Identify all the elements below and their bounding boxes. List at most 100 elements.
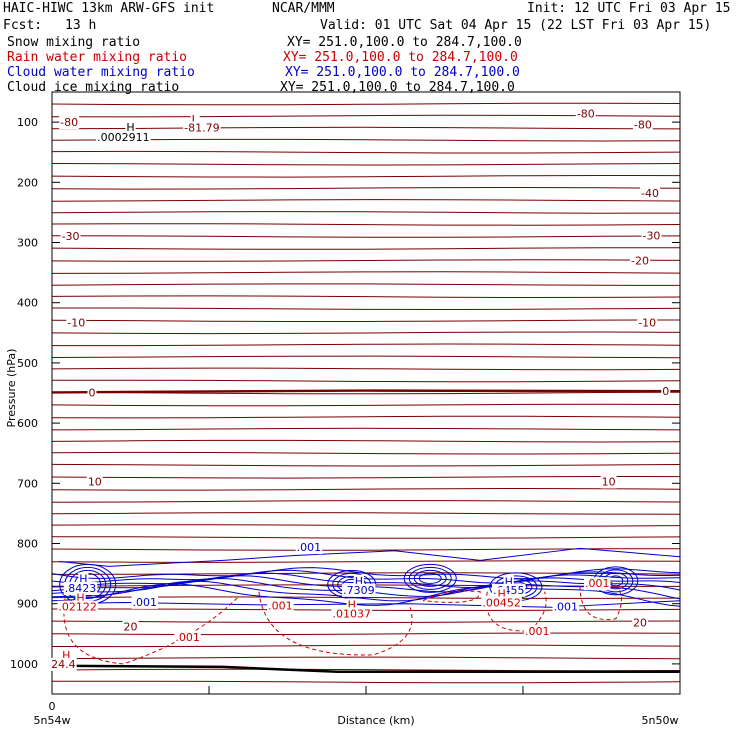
temperature-isotherm	[51, 403, 681, 407]
temperature-isotherm	[51, 524, 681, 527]
y-tick-label: 400	[17, 297, 38, 310]
label-background	[632, 616, 649, 630]
label-background	[174, 630, 201, 644]
temperature-isotherm	[51, 283, 681, 286]
temperature-isotherm	[51, 427, 681, 431]
field-xy-snow: XY= 251.0,100.0 to 284.7,100.0	[287, 35, 522, 50]
extremum-label: .001	[585, 577, 610, 590]
temperature-isotherm	[51, 126, 681, 130]
temperature-isotherm	[51, 680, 681, 684]
temperature-isotherm	[51, 620, 681, 623]
y-tick-label: 700	[17, 477, 38, 490]
temperature-isotherm	[51, 355, 681, 359]
field-xy-rain: XY= 251.0,100.0 to 284.7,100.0	[283, 50, 518, 65]
isotherm-label: -40	[641, 187, 659, 200]
extremum-label: 24.4	[51, 658, 76, 671]
field-name-cloud-ice: Cloud ice mixing ratio	[7, 80, 180, 95]
temperature-isotherm	[51, 199, 681, 202]
y-tick-label: 600	[17, 417, 38, 430]
y-tick-label: 1000	[10, 658, 38, 671]
extremum-label: H	[76, 592, 84, 605]
extremum-label: .00452	[482, 596, 521, 609]
temperature-isotherm	[51, 163, 681, 166]
extremum-label: .7309	[343, 584, 375, 597]
extremum-label: .001	[525, 625, 550, 638]
label-background	[524, 624, 551, 638]
extremum-label: H	[79, 572, 87, 585]
temperature-isotherm	[51, 463, 681, 467]
extremum-label: .0002911	[97, 131, 150, 144]
init-label: Init: 12 UTC Fri 03 Apr 15	[527, 1, 731, 16]
isotherm-label: 0	[662, 385, 669, 398]
extremum-label: .02122	[58, 601, 97, 614]
temperature-isotherm	[51, 536, 681, 539]
label-background	[267, 599, 294, 613]
temperature-isotherm	[51, 632, 681, 636]
x-endpoint-label-right: 5n50w	[642, 714, 679, 727]
label-background	[96, 131, 151, 145]
label-background	[583, 577, 611, 591]
extremum-label: .001	[554, 601, 579, 614]
extremum-label: H	[505, 575, 513, 588]
label-background	[661, 385, 671, 399]
cloud-water-cell	[403, 563, 457, 593]
y-axis-label: Pressure (hPa)	[5, 349, 18, 428]
temperature-isotherm	[51, 379, 681, 383]
temperature-isotherm	[51, 319, 681, 322]
label-layer: -80 -80 -80 -40 -30 -30 -20 -10 -10 0 0 10 10 20 20 L-8…	[50, 107, 671, 671]
extremum-label: .001	[133, 596, 158, 609]
temperature-isotherm	[51, 211, 681, 214]
label-background	[353, 574, 365, 588]
label-background	[61, 648, 72, 662]
isotherm-label: 0	[88, 386, 95, 399]
temperature-isotherm	[51, 138, 681, 142]
extremum-label: H	[355, 575, 363, 588]
label-background	[503, 575, 514, 589]
temperature-isotherm	[51, 174, 681, 178]
label-background	[78, 572, 89, 586]
label-background	[600, 475, 617, 489]
temperature-isotherm	[51, 439, 681, 443]
freezing-level-line	[51, 389, 681, 394]
temperature-isotherm	[51, 223, 681, 226]
label-background	[125, 120, 136, 134]
temperature-isotherm	[51, 271, 681, 274]
label-background	[331, 607, 372, 621]
rain-water-contour	[63, 591, 238, 665]
cloud-water-contour	[52, 572, 681, 589]
rain-water-contour	[579, 580, 622, 621]
label-background	[295, 541, 323, 555]
isotherm-label: -10	[67, 317, 85, 330]
temperature-isotherm	[51, 560, 681, 563]
y-tick-label: 500	[17, 357, 38, 370]
field-xy-cloud-ice: XY= 251.0,100.0 to 284.7,100.0	[280, 80, 515, 95]
temperature-isotherm	[51, 500, 681, 503]
label-background	[481, 596, 522, 610]
isotherm-label: -80	[634, 119, 652, 132]
cloud-water-cell	[418, 572, 442, 584]
cloud-water-outer-contour	[59, 547, 681, 567]
temperature-isotherm	[51, 367, 681, 371]
terrain-line	[51, 664, 680, 673]
label-background	[496, 587, 507, 601]
label-background	[87, 386, 97, 400]
label-background	[552, 600, 580, 614]
temperature-isotherm	[51, 487, 681, 491]
isotherm-label: -30	[62, 230, 80, 243]
contour-layer	[51, 102, 681, 684]
label-background	[59, 116, 80, 130]
isotherm-label: -80	[577, 108, 595, 121]
temperature-isotherm	[51, 656, 681, 660]
cloud-water-contour	[51, 580, 681, 602]
x-axis-label: Distance (km)	[337, 714, 414, 727]
label-background	[60, 229, 81, 243]
temperature-isotherm	[51, 102, 681, 106]
temperature-isotherm	[51, 295, 681, 299]
extremum-label: H	[348, 598, 356, 611]
rain-water-contour	[422, 590, 481, 603]
isotherm-label: 10	[602, 475, 616, 488]
cloud-water-cell	[413, 569, 447, 587]
cloud-water-cell	[408, 566, 452, 590]
